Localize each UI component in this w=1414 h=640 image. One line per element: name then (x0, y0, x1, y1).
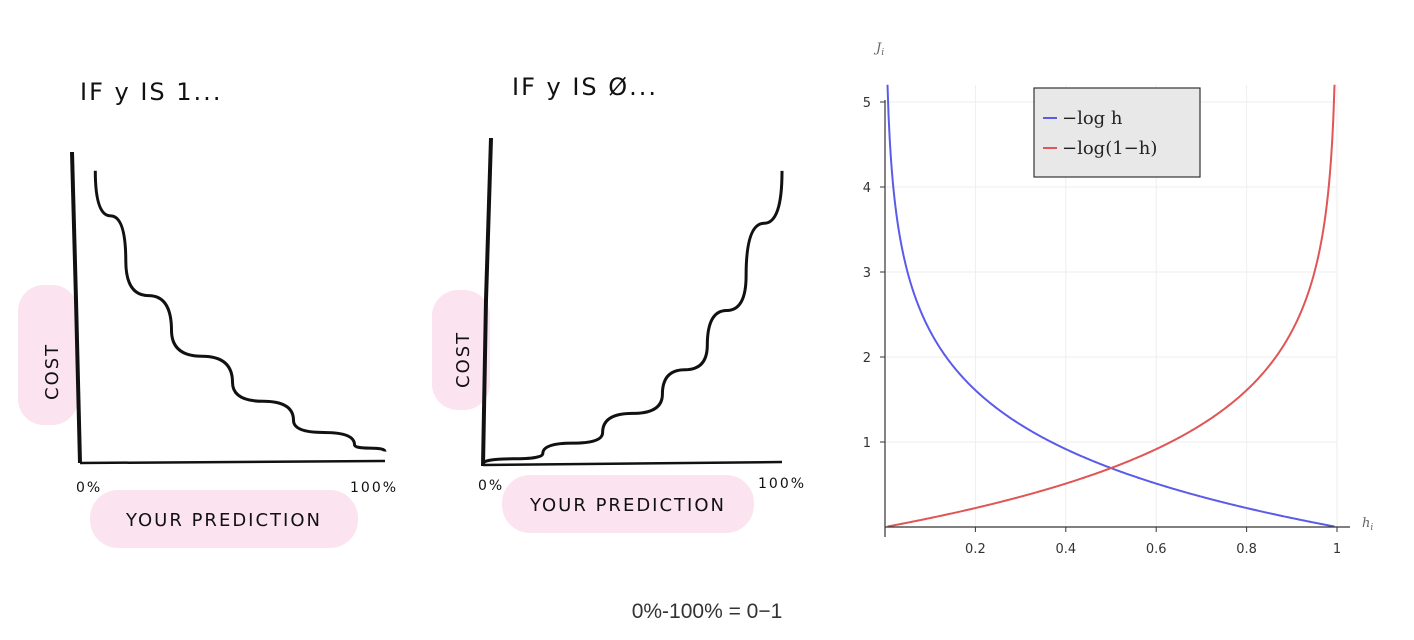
ylabel-highlight (18, 285, 78, 425)
chart-y1-tick-0: 0% (76, 480, 102, 496)
chart-y1-xlabel: YOUR PREDICTION (125, 510, 322, 531)
chart-y0-y-axis (481, 137, 493, 467)
y-tick-label: 1 (863, 436, 871, 451)
x-tick-label: 1 (1333, 542, 1341, 557)
chart-y1-y-axis (70, 151, 82, 464)
chart-log-loss: 0.2 0.4 0.6 0.8 1 1 2 3 4 5 Ji hi −log h −log(1−h… (840, 0, 1414, 580)
legend-box (1033, 87, 1201, 178)
series-neg-log-one-minus-h-line (887, 84, 1336, 528)
y-tick-label: 3 (863, 266, 871, 281)
chart-y0-tick-0: 0% (478, 478, 504, 494)
xlabel-highlight (502, 475, 754, 533)
y-tick-label: 5 (863, 96, 871, 111)
legend-label-neg-log-h: −log h (1062, 108, 1123, 129)
caption: 0%-100% = 0−1 (631, 600, 783, 623)
chart-y0-ylabel: COST (453, 331, 474, 388)
chart-y0-title: IF y IS Ø... (512, 73, 658, 101)
chart-y-is-1: IF y IS 1... COST 0% 100% YOUR PREDICTIO… (0, 0, 420, 580)
chart-y1-svg: IF y IS 1... COST 0% 100% YOUR PREDICTIO… (18, 78, 398, 548)
plot-ticks: 0.2 0.4 0.6 0.8 1 1 2 3 4 5 (863, 96, 1341, 557)
x-tick-label: 0.4 (1055, 542, 1076, 557)
x-tick-label: 0.6 (1146, 542, 1167, 557)
chart-y1-title: IF y IS 1... (80, 78, 222, 106)
chart-y1-tick-100: 100% (350, 480, 398, 496)
chart-y1-ylabel: COST (42, 343, 63, 400)
legend-label-neg-log-one-minus-h: −log(1−h) (1062, 138, 1157, 159)
chart-log-svg: 0.2 0.4 0.6 0.8 1 1 2 3 4 5 Ji hi −log h −log(1−h… (863, 41, 1374, 557)
xlabel-highlight (90, 490, 358, 548)
plot-ylabel: Ji (873, 41, 884, 58)
chart-y0-tick-100: 100% (758, 476, 806, 492)
ylabel-highlight (432, 290, 490, 410)
plot-series (886, 84, 1336, 528)
chart-y0-xlabel: YOUR PREDICTION (529, 495, 726, 516)
chart-y1-x-axis (79, 459, 386, 465)
chart-y1-cost-curve (93, 170, 387, 452)
y-tick-label: 2 (863, 351, 871, 366)
plot-legend: −log h −log(1−h) (1033, 87, 1201, 178)
chart-y0-cost-curve (481, 170, 784, 465)
chart-y0-svg: IF y IS Ø... COST 0% 100% YOUR PREDICTIO… (432, 73, 806, 533)
x-tick-label: 0.8 (1236, 542, 1257, 557)
plot-xlabel: hi (1362, 516, 1373, 533)
y-tick-label: 4 (863, 181, 871, 196)
chart-y0-x-axis (482, 460, 783, 467)
chart-y-is-0: IF y IS Ø... COST 0% 100% YOUR PREDICTIO… (420, 0, 820, 580)
x-tick-label: 0.2 (965, 542, 986, 557)
